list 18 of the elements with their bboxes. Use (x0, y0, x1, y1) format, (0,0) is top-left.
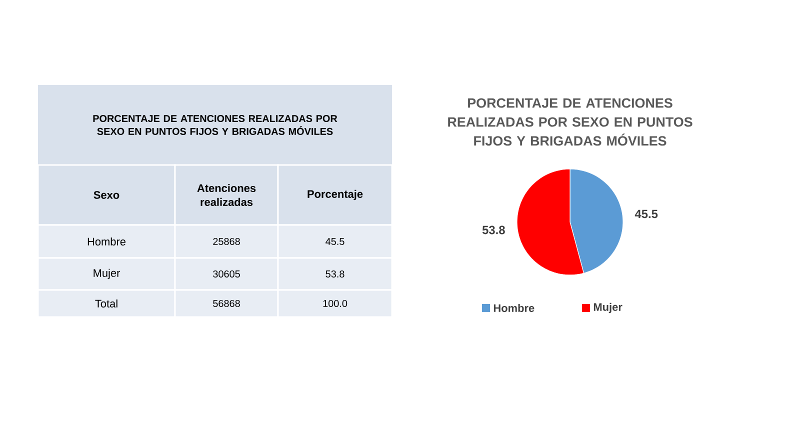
data-label: 45.5 (634, 210, 658, 218)
text: Hombre (88, 237, 126, 246)
text: Mujer (94, 268, 120, 280)
text: Atenciones realizadas (197, 184, 256, 206)
text: 45.5 (326, 238, 344, 245)
text: 53.8 (326, 270, 344, 278)
legend-label: Mujer (594, 302, 622, 314)
text: Total (95, 299, 118, 308)
text: Sexo (94, 191, 120, 199)
text: 100.0 (323, 300, 348, 308)
text: 25868 (213, 238, 240, 246)
legend-label: Hombre (494, 304, 534, 312)
text: PORCENTAJE DE ATENCIONES REALIZADAS POR SEXO EN PUNTOS FIJOS Y BRIGADAS MÓVILES (93, 114, 338, 135)
data-label: 53.8 (482, 226, 505, 234)
text: Porcentaje (308, 190, 363, 200)
chart-title: PORCENTAJE DE ATENCIONES REALIZADAS POR SEXO EN PUNTOS FIJOS Y BRIGADAS MÓVILES (448, 98, 692, 146)
text: 56868 (213, 300, 240, 308)
text: 30605 (213, 270, 240, 278)
